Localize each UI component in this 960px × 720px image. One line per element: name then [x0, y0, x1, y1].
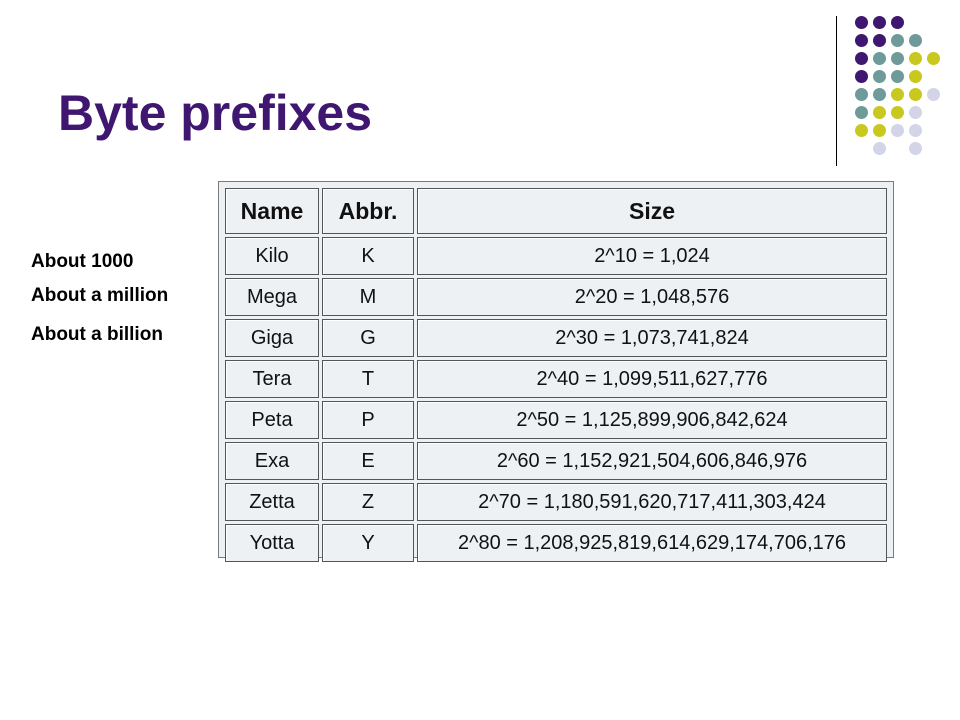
decor-dot: [927, 52, 940, 65]
decor-dot: [891, 52, 904, 65]
table-header-row: Name Abbr. Size: [225, 188, 887, 234]
byte-prefix-table: Name Abbr. Size Kilo K 2^10 = 1,024 Mega…: [222, 185, 890, 565]
cell-name: Kilo: [225, 237, 319, 275]
decor-dot: [909, 124, 922, 137]
decor-dot: [855, 16, 868, 29]
cell-abbr: E: [322, 442, 414, 480]
header-size: Size: [417, 188, 887, 234]
decor-dot: [873, 106, 886, 119]
decor-dot: [891, 88, 904, 101]
decor-dot: [855, 52, 868, 65]
header-abbr: Abbr.: [322, 188, 414, 234]
decor-dot: [873, 52, 886, 65]
table-row: Mega M 2^20 = 1,048,576: [225, 278, 887, 316]
cell-size: 2^80 = 1,208,925,819,614,629,174,706,176: [417, 524, 887, 562]
cell-size: 2^40 = 1,099,511,627,776: [417, 360, 887, 398]
cell-name: Giga: [225, 319, 319, 357]
table-row: Tera T 2^40 = 1,099,511,627,776: [225, 360, 887, 398]
cell-size: 2^10 = 1,024: [417, 237, 887, 275]
cell-size: 2^30 = 1,073,741,824: [417, 319, 887, 357]
decor-dot: [909, 142, 922, 155]
note-about-a-million: About a million: [31, 285, 169, 306]
decor-dot: [855, 70, 868, 83]
cell-size: 2^60 = 1,152,921,504,606,846,976: [417, 442, 887, 480]
decor-dot: [891, 70, 904, 83]
table-row: Zetta Z 2^70 = 1,180,591,620,717,411,303…: [225, 483, 887, 521]
decor-dot: [873, 70, 886, 83]
decor-dot: [855, 34, 868, 47]
table-row: Peta P 2^50 = 1,125,899,906,842,624: [225, 401, 887, 439]
cell-name: Mega: [225, 278, 319, 316]
cell-name: Tera: [225, 360, 319, 398]
decor-dot: [891, 106, 904, 119]
decorative-dot-grid: [0, 0, 960, 170]
slide-title: Byte prefixes: [58, 85, 373, 141]
cell-name: Exa: [225, 442, 319, 480]
cell-name: Yotta: [225, 524, 319, 562]
decor-dot: [891, 124, 904, 137]
table-row: Kilo K 2^10 = 1,024: [225, 237, 887, 275]
decor-dot: [855, 88, 868, 101]
decor-dot: [873, 124, 886, 137]
decor-dot: [873, 88, 886, 101]
byte-prefix-table-frame: Name Abbr. Size Kilo K 2^10 = 1,024 Mega…: [218, 181, 894, 562]
cell-size: 2^70 = 1,180,591,620,717,411,303,424: [417, 483, 887, 521]
cell-size: 2^50 = 1,125,899,906,842,624: [417, 401, 887, 439]
decor-dot: [855, 124, 868, 137]
decor-dot: [909, 106, 922, 119]
cell-abbr: P: [322, 401, 414, 439]
cell-abbr: Y: [322, 524, 414, 562]
title-divider-line: [836, 16, 837, 166]
cell-name: Zetta: [225, 483, 319, 521]
decor-dot: [891, 34, 904, 47]
decor-dot: [873, 34, 886, 47]
cell-abbr: K: [322, 237, 414, 275]
cell-abbr: G: [322, 319, 414, 357]
header-name: Name: [225, 188, 319, 234]
table-row: Yotta Y 2^80 = 1,208,925,819,614,629,174…: [225, 524, 887, 562]
decor-dot: [855, 106, 868, 119]
cell-abbr: Z: [322, 483, 414, 521]
cell-abbr: T: [322, 360, 414, 398]
decor-dot: [909, 70, 922, 83]
decor-dot: [909, 52, 922, 65]
decor-dot: [873, 16, 886, 29]
decor-dot: [891, 16, 904, 29]
table-row: Giga G 2^30 = 1,073,741,824: [225, 319, 887, 357]
decor-dot: [873, 142, 886, 155]
cell-abbr: M: [322, 278, 414, 316]
note-about-a-billion: About a billion: [31, 324, 163, 345]
decor-dot: [927, 88, 940, 101]
cell-size: 2^20 = 1,048,576: [417, 278, 887, 316]
cell-name: Peta: [225, 401, 319, 439]
decor-dot: [909, 88, 922, 101]
note-about-1000: About 1000: [31, 251, 134, 272]
table-row: Exa E 2^60 = 1,152,921,504,606,846,976: [225, 442, 887, 480]
decor-dot: [909, 34, 922, 47]
